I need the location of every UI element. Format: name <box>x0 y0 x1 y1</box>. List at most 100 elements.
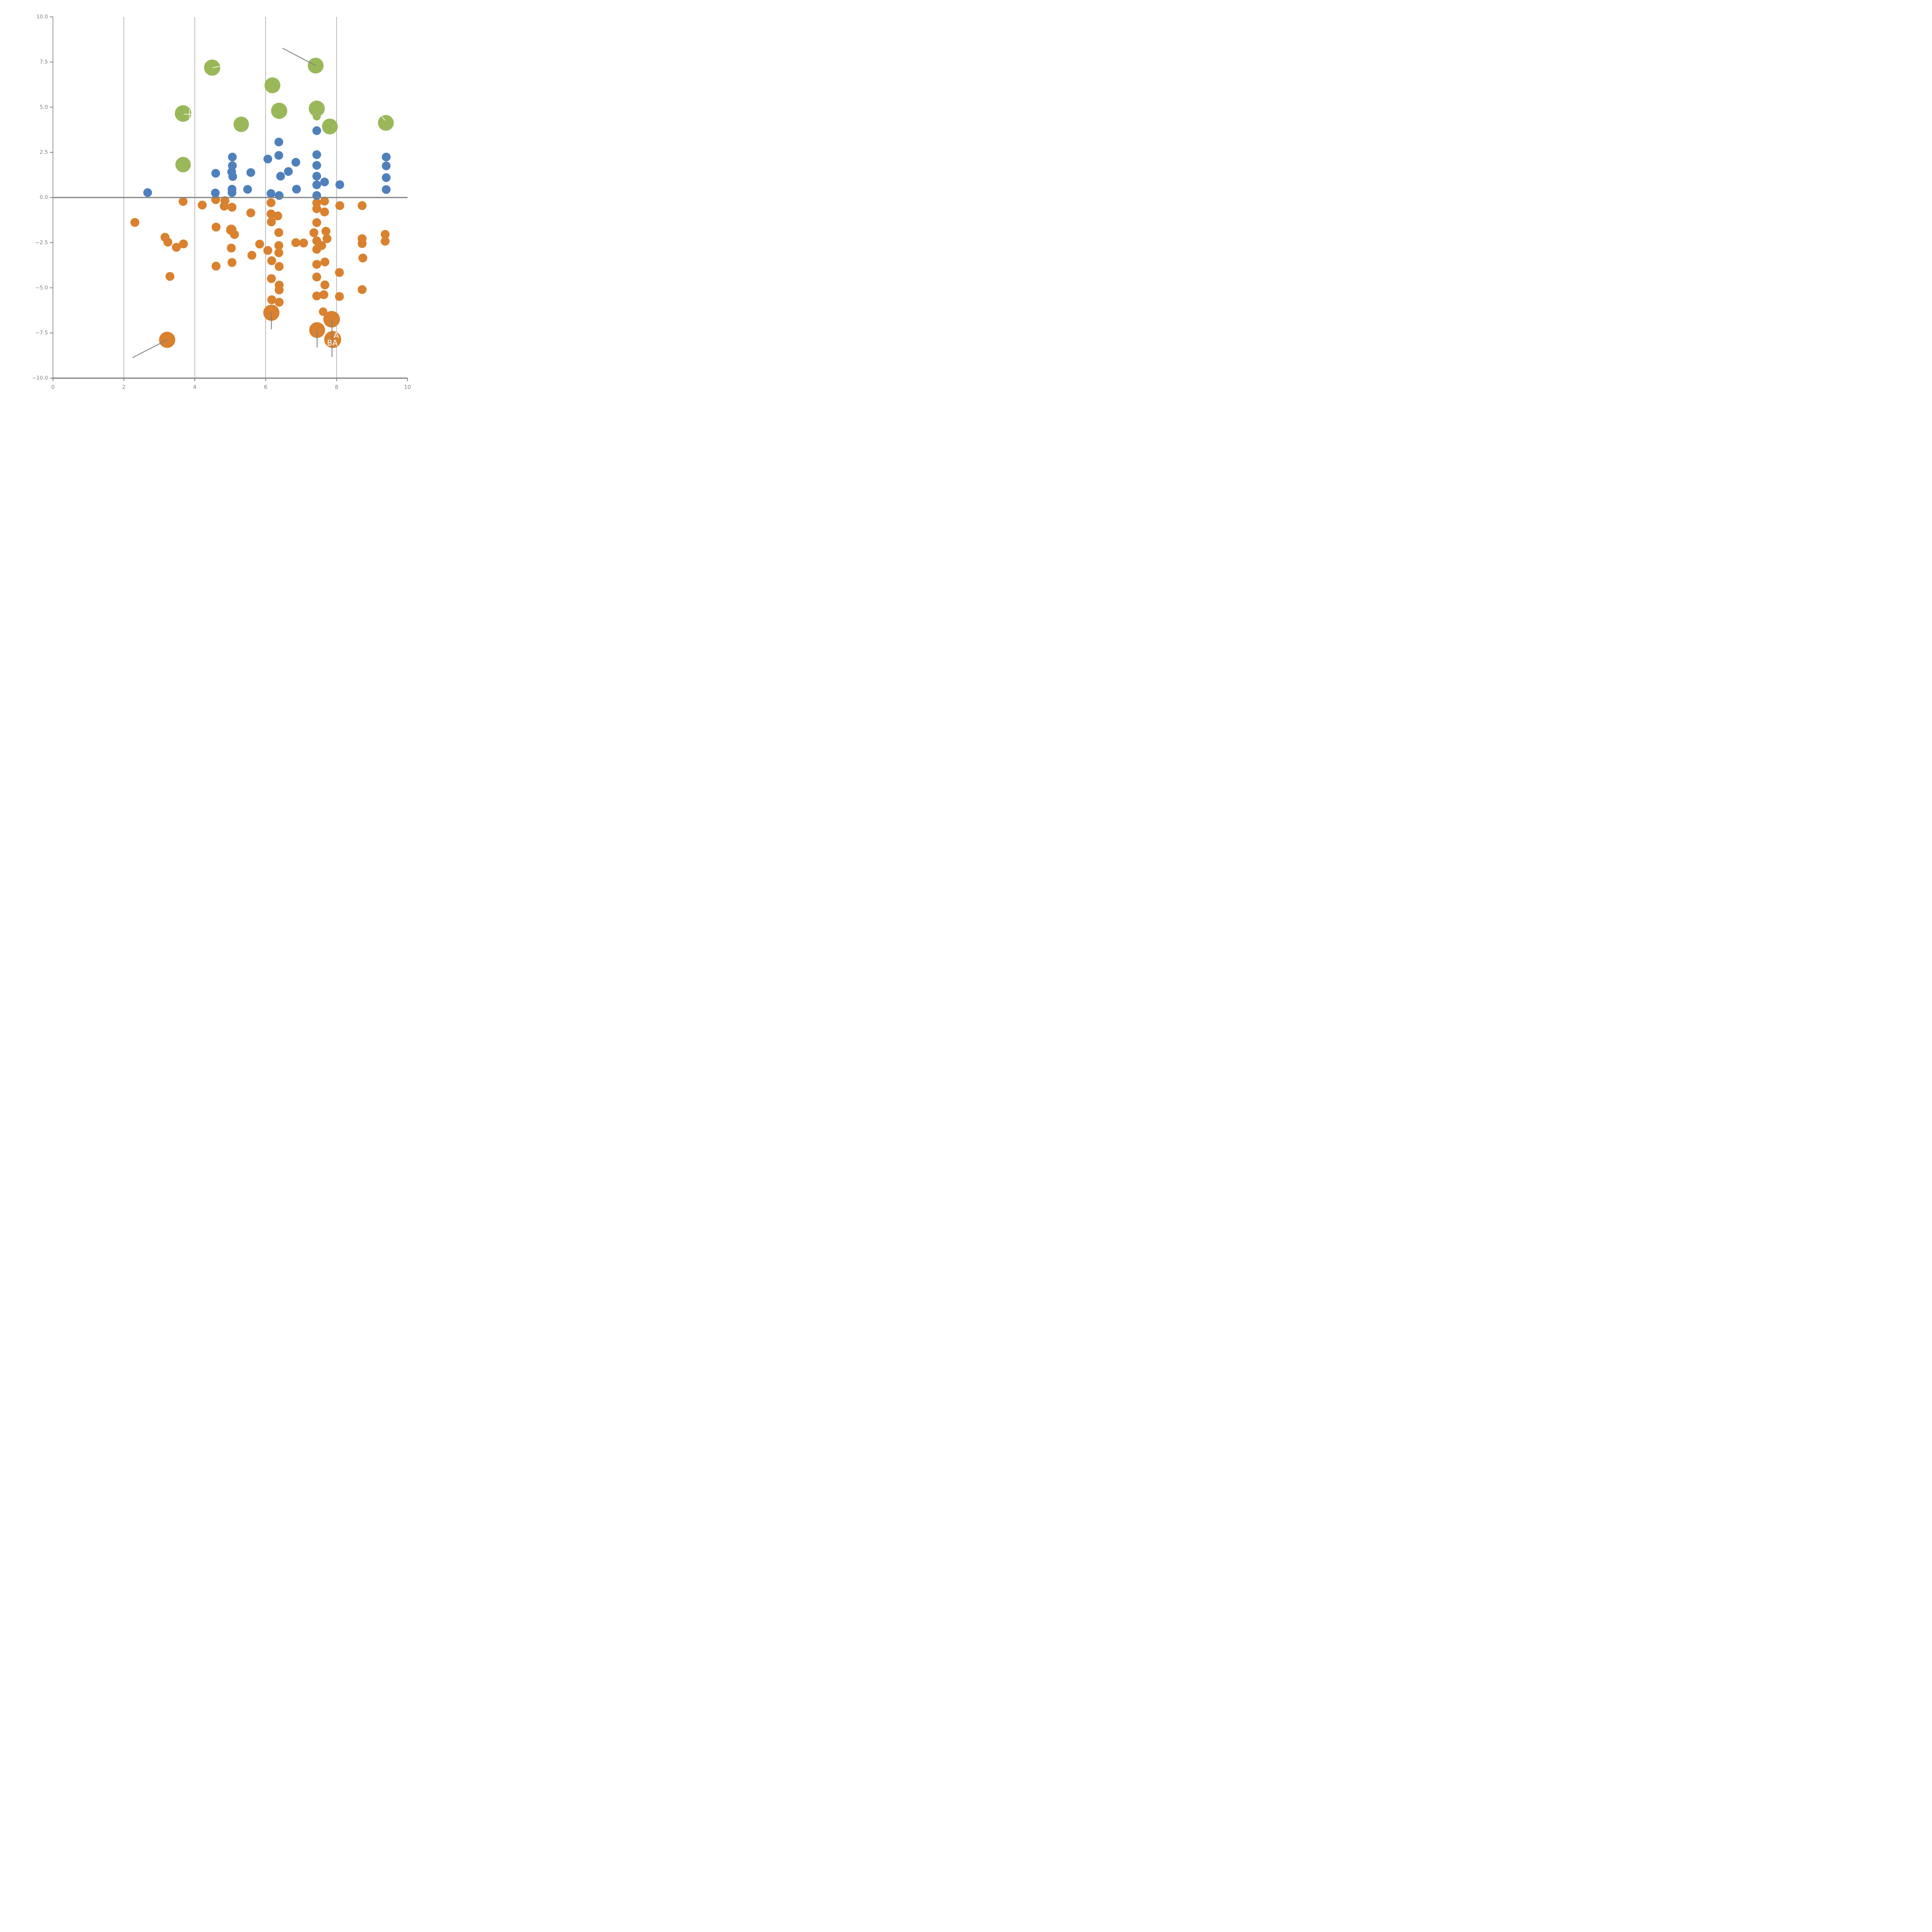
blue-dot <box>274 138 283 146</box>
blue-dot <box>211 189 220 197</box>
orange-dot <box>179 197 188 206</box>
blue-dot <box>312 172 321 181</box>
orange-dot <box>291 238 301 247</box>
blue-dot <box>382 161 391 170</box>
orange-dot <box>320 196 329 206</box>
white-mark <box>212 66 220 68</box>
y-tick-label: −10.0 <box>32 375 48 381</box>
orange-dot <box>335 292 344 301</box>
chart-container: 10.0 7.5 5.0 2.5 0.0 −2.5 −5.0 −7.5 −10.0 0 2 4 6 8 10… <box>0 0 425 425</box>
y-tick-label: 2.5 <box>40 149 48 155</box>
orange-dot <box>274 241 284 250</box>
orange-dot <box>335 201 344 210</box>
annotation-line <box>132 339 168 358</box>
blue-dot <box>228 172 237 181</box>
blue-dot <box>274 151 283 160</box>
orange-dot <box>312 291 321 301</box>
green-dot <box>271 102 287 119</box>
y-tick-label: 5.0 <box>40 104 48 110</box>
orange-dot <box>320 257 330 267</box>
green-dot <box>378 115 394 131</box>
orange-dot <box>230 230 239 239</box>
blue-dot <box>335 180 344 189</box>
green-dot <box>264 77 281 94</box>
orange-dot <box>267 295 276 304</box>
orange-dot <box>197 201 207 210</box>
orange-dot <box>227 258 236 267</box>
orange-dot <box>357 239 367 248</box>
orange-dot <box>266 209 276 219</box>
blue-dot <box>275 191 284 200</box>
green-dot <box>204 59 221 76</box>
orange-dot <box>381 230 390 239</box>
orange-dot <box>274 262 284 271</box>
orange-dot <box>320 280 330 289</box>
orange-dot <box>312 245 321 254</box>
orange-dot <box>312 272 321 282</box>
x-tick-label: 10 <box>404 384 411 391</box>
orange-dot <box>319 307 328 316</box>
orange-dot <box>227 243 236 253</box>
orange-dot <box>179 239 188 248</box>
orange-dot <box>165 272 175 281</box>
orange-dot <box>267 274 276 283</box>
orange-dot <box>357 201 367 210</box>
orange-dot <box>358 253 367 263</box>
y-tick-label: 10.0 <box>36 14 48 20</box>
white-mark <box>381 115 385 121</box>
blue-dot <box>228 153 237 162</box>
y-tick-label: −2.5 <box>35 240 48 246</box>
blue-dot <box>263 155 272 163</box>
orange-dot <box>130 218 139 227</box>
blue-dot <box>312 161 321 170</box>
point-label: A <box>333 330 339 340</box>
blue-dot <box>211 169 220 178</box>
orange-dot <box>211 262 221 271</box>
blue-dot <box>243 185 252 194</box>
y-tick-label: −7.5 <box>35 330 48 336</box>
orange-dot <box>211 223 221 232</box>
blue-dot <box>382 173 391 182</box>
y-tick-label: 7.5 <box>40 59 48 65</box>
orange-dot <box>322 234 332 243</box>
y-tick-label: 0.0 <box>40 194 48 201</box>
green-dot <box>175 157 191 173</box>
blue-dot <box>228 188 236 197</box>
orange-dot <box>163 238 172 247</box>
orange-dot <box>263 246 272 255</box>
blue-dot <box>312 191 321 200</box>
blue-dot <box>312 126 321 135</box>
green-dot <box>322 118 338 134</box>
orange-dot <box>324 331 342 348</box>
orange-dot <box>267 256 276 265</box>
orange-dot <box>274 285 284 294</box>
orange-dot <box>219 202 229 211</box>
blue-dot <box>143 188 152 197</box>
orange-dot <box>312 218 321 227</box>
orange-dot <box>227 202 236 212</box>
orange-dot <box>255 240 264 249</box>
orange-dot <box>267 217 276 226</box>
orange-dot <box>323 311 340 328</box>
orange-dot <box>312 204 321 213</box>
blue-dot <box>267 189 276 198</box>
blue-dot <box>284 167 293 176</box>
orange-dot <box>273 211 282 221</box>
orange-dot <box>274 298 284 307</box>
green-dot <box>313 112 321 121</box>
orange-dot <box>274 248 284 257</box>
orange-dot <box>381 236 390 246</box>
x-tick-label: 8 <box>335 384 338 391</box>
blue-dot <box>382 185 391 194</box>
blue-dot <box>312 180 321 189</box>
orange-dot <box>274 228 284 237</box>
orange-dot <box>246 208 255 218</box>
orange-dot <box>299 238 308 248</box>
orange-dot <box>319 290 328 299</box>
blue-dot <box>312 150 321 159</box>
blue-dot <box>276 172 285 181</box>
orange-dot <box>335 268 344 277</box>
green-dot <box>175 105 192 122</box>
blue-dot <box>320 177 329 187</box>
annotation-line <box>282 48 316 66</box>
